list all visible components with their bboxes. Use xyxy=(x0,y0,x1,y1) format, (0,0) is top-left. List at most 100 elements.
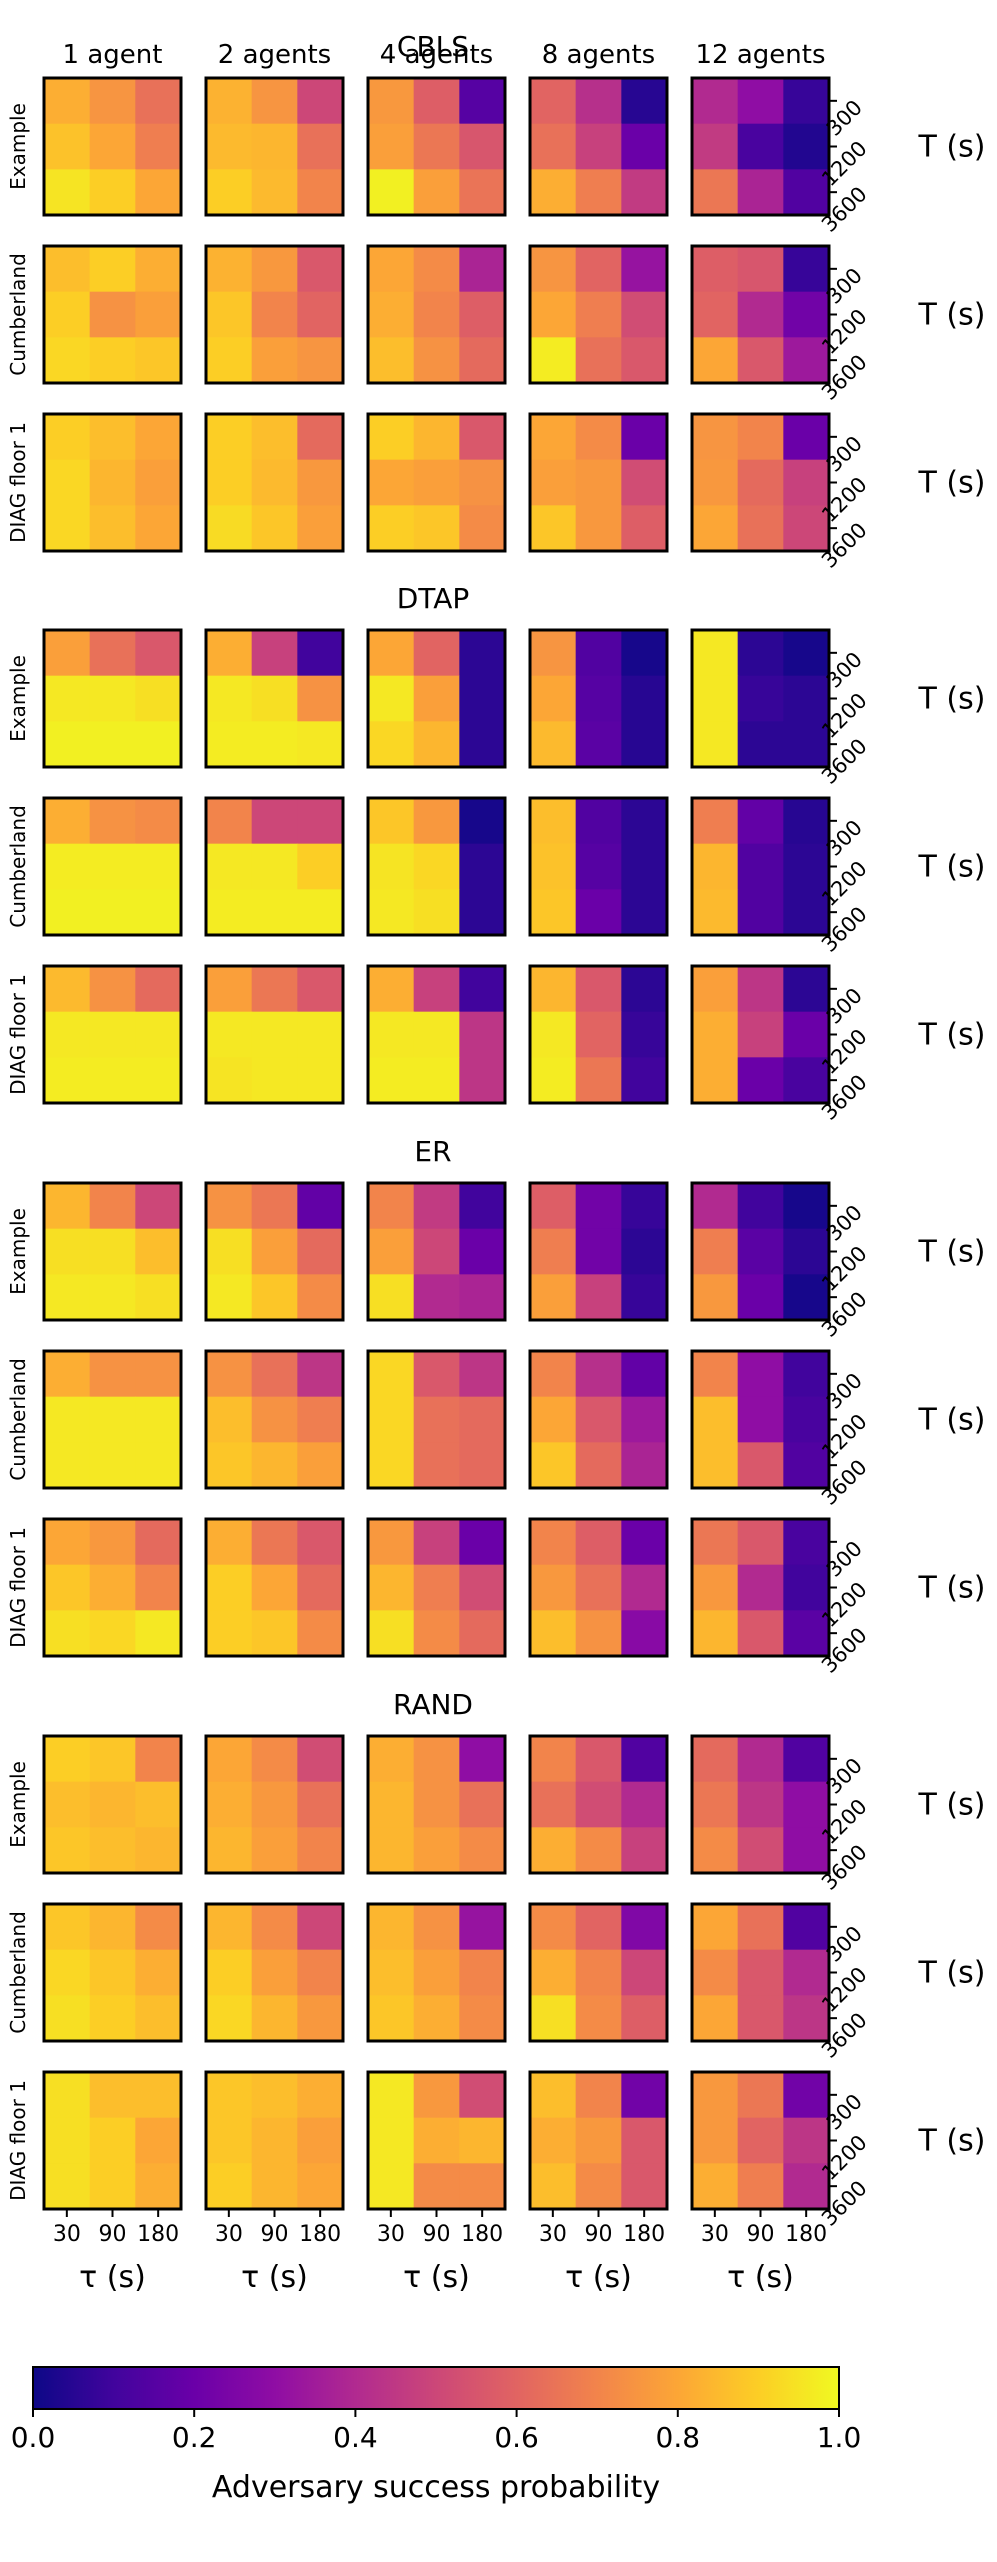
heatmap-cell xyxy=(459,505,506,552)
heatmap-cell xyxy=(44,169,91,216)
heatmap-cell xyxy=(297,1011,344,1058)
heatmap-cell xyxy=(737,1351,784,1398)
heatmap-cell xyxy=(297,675,344,722)
heatmap-cell xyxy=(206,1564,253,1611)
heatmap-cell xyxy=(621,1736,668,1783)
heatmap-panel-0-2-2 xyxy=(366,412,507,553)
heatmap-cell xyxy=(692,798,739,845)
heatmap-cell xyxy=(737,78,784,125)
heatmap-cell xyxy=(251,2163,298,2210)
heatmap-cell xyxy=(413,78,460,125)
heatmap-cell xyxy=(251,1564,298,1611)
panel-frame xyxy=(42,1902,183,2043)
heatmap-cell xyxy=(206,630,253,677)
panel-frame xyxy=(204,1734,345,1875)
heatmap-cell xyxy=(621,889,668,936)
heatmap-cell xyxy=(737,1995,784,2042)
heatmap-panel-1-1-4 xyxy=(690,796,831,937)
heatmap-cell xyxy=(89,1904,136,1951)
heatmap-cell xyxy=(44,1949,91,1996)
x-axis-label-2: τ (s) xyxy=(403,2260,470,2295)
heatmap-panel-3-1-3 xyxy=(528,1902,669,2043)
heatmap-cell xyxy=(459,1564,506,1611)
heatmap-cell xyxy=(575,414,622,461)
colorbar-tick-label: 0.2 xyxy=(172,2421,217,2454)
heatmap-cell xyxy=(783,1781,830,1828)
heatmap-cell xyxy=(44,1995,91,2042)
heatmap-panel-2-2-2 xyxy=(366,1517,507,1658)
heatmap-cell xyxy=(297,169,344,216)
panel-frame xyxy=(528,1349,669,1490)
heatmap-cell xyxy=(89,721,136,768)
heatmap-cell xyxy=(692,1396,739,1443)
heatmap-cell xyxy=(44,1827,91,1874)
panel-frame xyxy=(366,628,507,769)
heatmap-cell xyxy=(783,1564,830,1611)
heatmap-cell xyxy=(459,2163,506,2210)
heatmap-cell xyxy=(459,123,506,170)
heatmap-cell xyxy=(530,1396,577,1443)
heatmap-panel-2-0-3 xyxy=(528,1181,669,1322)
heatmap-panel-3-0-2 xyxy=(366,1734,507,1875)
row-label-3-2: DIAG floor 1 xyxy=(6,2080,30,2201)
heatmap-cell xyxy=(692,1519,739,1566)
heatmap-cell xyxy=(297,966,344,1013)
heatmap-cell xyxy=(783,675,830,722)
heatmap-cell xyxy=(135,798,182,845)
y-axis-label-2-1: T (s) xyxy=(918,1403,986,1438)
heatmap-cell xyxy=(135,459,182,506)
heatmap-cell xyxy=(737,2163,784,2210)
heatmap-cell xyxy=(251,1904,298,1951)
heatmap-cell xyxy=(692,2117,739,2164)
heatmap-cell xyxy=(135,2117,182,2164)
heatmap-cell xyxy=(368,1519,415,1566)
heatmap-cell xyxy=(692,1011,739,1058)
heatmap-cell xyxy=(44,1519,91,1566)
heatmap-cell xyxy=(297,1396,344,1443)
heatmap-cell xyxy=(621,1011,668,1058)
heatmap-cell xyxy=(44,1183,91,1230)
heatmap-cell xyxy=(692,246,739,293)
heatmap-cell xyxy=(44,414,91,461)
heatmap-cell xyxy=(89,291,136,338)
panel-frame xyxy=(366,412,507,553)
heatmap-cell xyxy=(530,966,577,1013)
heatmap-cell xyxy=(621,2163,668,2210)
heatmap-panel-3-2-2 xyxy=(366,2070,507,2211)
heatmap-cell xyxy=(89,1396,136,1443)
heatmap-cell xyxy=(368,721,415,768)
heatmap-cell xyxy=(251,505,298,552)
heatmap-cell xyxy=(251,1228,298,1275)
heatmap-panel-3-1-4 xyxy=(690,1902,831,2043)
heatmap-cell xyxy=(297,1057,344,1104)
x-tick-label: 30 xyxy=(215,2222,243,2247)
heatmap-cell xyxy=(692,1781,739,1828)
heatmap-cell xyxy=(459,1396,506,1443)
heatmap-cell xyxy=(621,1183,668,1230)
heatmap-cell xyxy=(413,1442,460,1489)
heatmap-cell xyxy=(692,966,739,1013)
x-tick-label: 180 xyxy=(623,2222,665,2247)
heatmap-cell xyxy=(530,1228,577,1275)
heatmap-cell xyxy=(459,1610,506,1657)
heatmap-cell xyxy=(135,630,182,677)
heatmap-cell xyxy=(135,966,182,1013)
heatmap-cell xyxy=(783,1736,830,1783)
heatmap-cell xyxy=(459,1781,506,1828)
heatmap-cell xyxy=(89,1519,136,1566)
heatmap-cell xyxy=(737,1564,784,1611)
heatmap-cell xyxy=(368,1011,415,1058)
heatmap-cell xyxy=(413,1610,460,1657)
heatmap-cell xyxy=(297,721,344,768)
x-tick-label: 30 xyxy=(539,2222,567,2247)
heatmap-cell xyxy=(575,246,622,293)
heatmap-cell xyxy=(368,2117,415,2164)
heatmap-cell xyxy=(530,169,577,216)
heatmap-panel-1-0-1 xyxy=(204,628,345,769)
heatmap-cell xyxy=(621,78,668,125)
heatmap-cell xyxy=(621,1351,668,1398)
heatmap-cell xyxy=(89,123,136,170)
heatmap-cell xyxy=(135,889,182,936)
heatmap-panel-0-2-3 xyxy=(528,412,669,553)
